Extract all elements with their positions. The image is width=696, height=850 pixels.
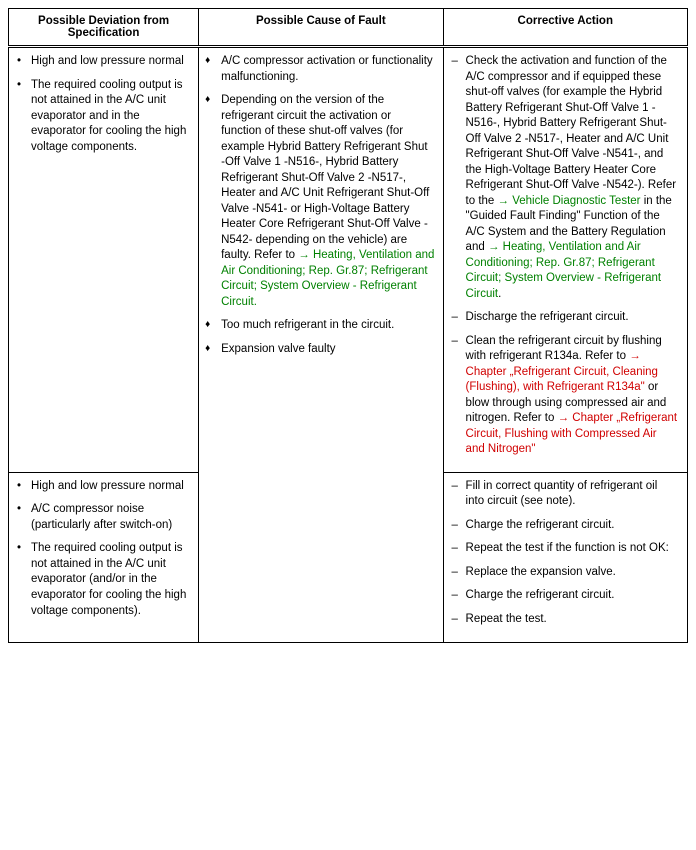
link-hvac-overview-2[interactable]: → Heating, Ventilation and Air Condition… <box>466 241 662 300</box>
list-item: Replace the expansion valve. <box>448 565 679 581</box>
list-item: Charge the refrigerant circuit. <box>448 588 679 604</box>
cell-deviation-2: High and low pressure normal A/C compres… <box>9 472 199 642</box>
list-item: Too much refrigerant in the circuit. <box>203 318 434 334</box>
header-cause: Possible Cause of Fault <box>199 9 443 47</box>
table-row: High and low pressure normal The require… <box>9 47 688 473</box>
list-item: Fill in correct quantity of refrigerant … <box>448 479 679 510</box>
cell-deviation-1: High and low pressure normal The require… <box>9 47 199 473</box>
list-item: Repeat the test if the function is not O… <box>448 541 679 557</box>
list-item: Discharge the refrigerant circuit. <box>448 310 679 326</box>
list-item: High and low pressure normal <box>13 54 190 70</box>
list-item: Expansion valve faulty <box>203 342 434 358</box>
cell-action-1: Check the activation and function of the… <box>443 47 687 473</box>
list-item: Repeat the test. <box>448 612 679 628</box>
link-diagnostic-tester[interactable]: → Vehicle Diagnostic Tester <box>498 195 641 207</box>
header-action: Corrective Action <box>443 9 687 47</box>
cell-action-2: Fill in correct quantity of refrigerant … <box>443 472 687 642</box>
list-item: The required cooling output is not attai… <box>13 78 190 156</box>
header-deviation: Possible Deviation from Specification <box>9 9 199 47</box>
list-item: High and low pressure normal <box>13 479 190 495</box>
list-item: A/C compressor noise (particularly after… <box>13 502 190 533</box>
list-item: Charge the refrigerant circuit. <box>448 518 679 534</box>
list-item: Depending on the version of the refriger… <box>203 93 434 310</box>
cell-cause: A/C compressor activation or functionali… <box>199 47 443 643</box>
list-item: The required cooling output is not attai… <box>13 541 190 619</box>
text: Check the activation and function of the… <box>466 55 677 207</box>
text: . <box>498 288 501 300</box>
list-item: Check the activation and function of the… <box>448 54 679 302</box>
list-item: Clean the refrigerant circuit by flushin… <box>448 334 679 458</box>
troubleshooting-table: Possible Deviation from Specification Po… <box>8 8 688 643</box>
text: Depending on the version of the refriger… <box>221 94 429 261</box>
list-item: A/C compressor activation or functionali… <box>203 54 434 85</box>
